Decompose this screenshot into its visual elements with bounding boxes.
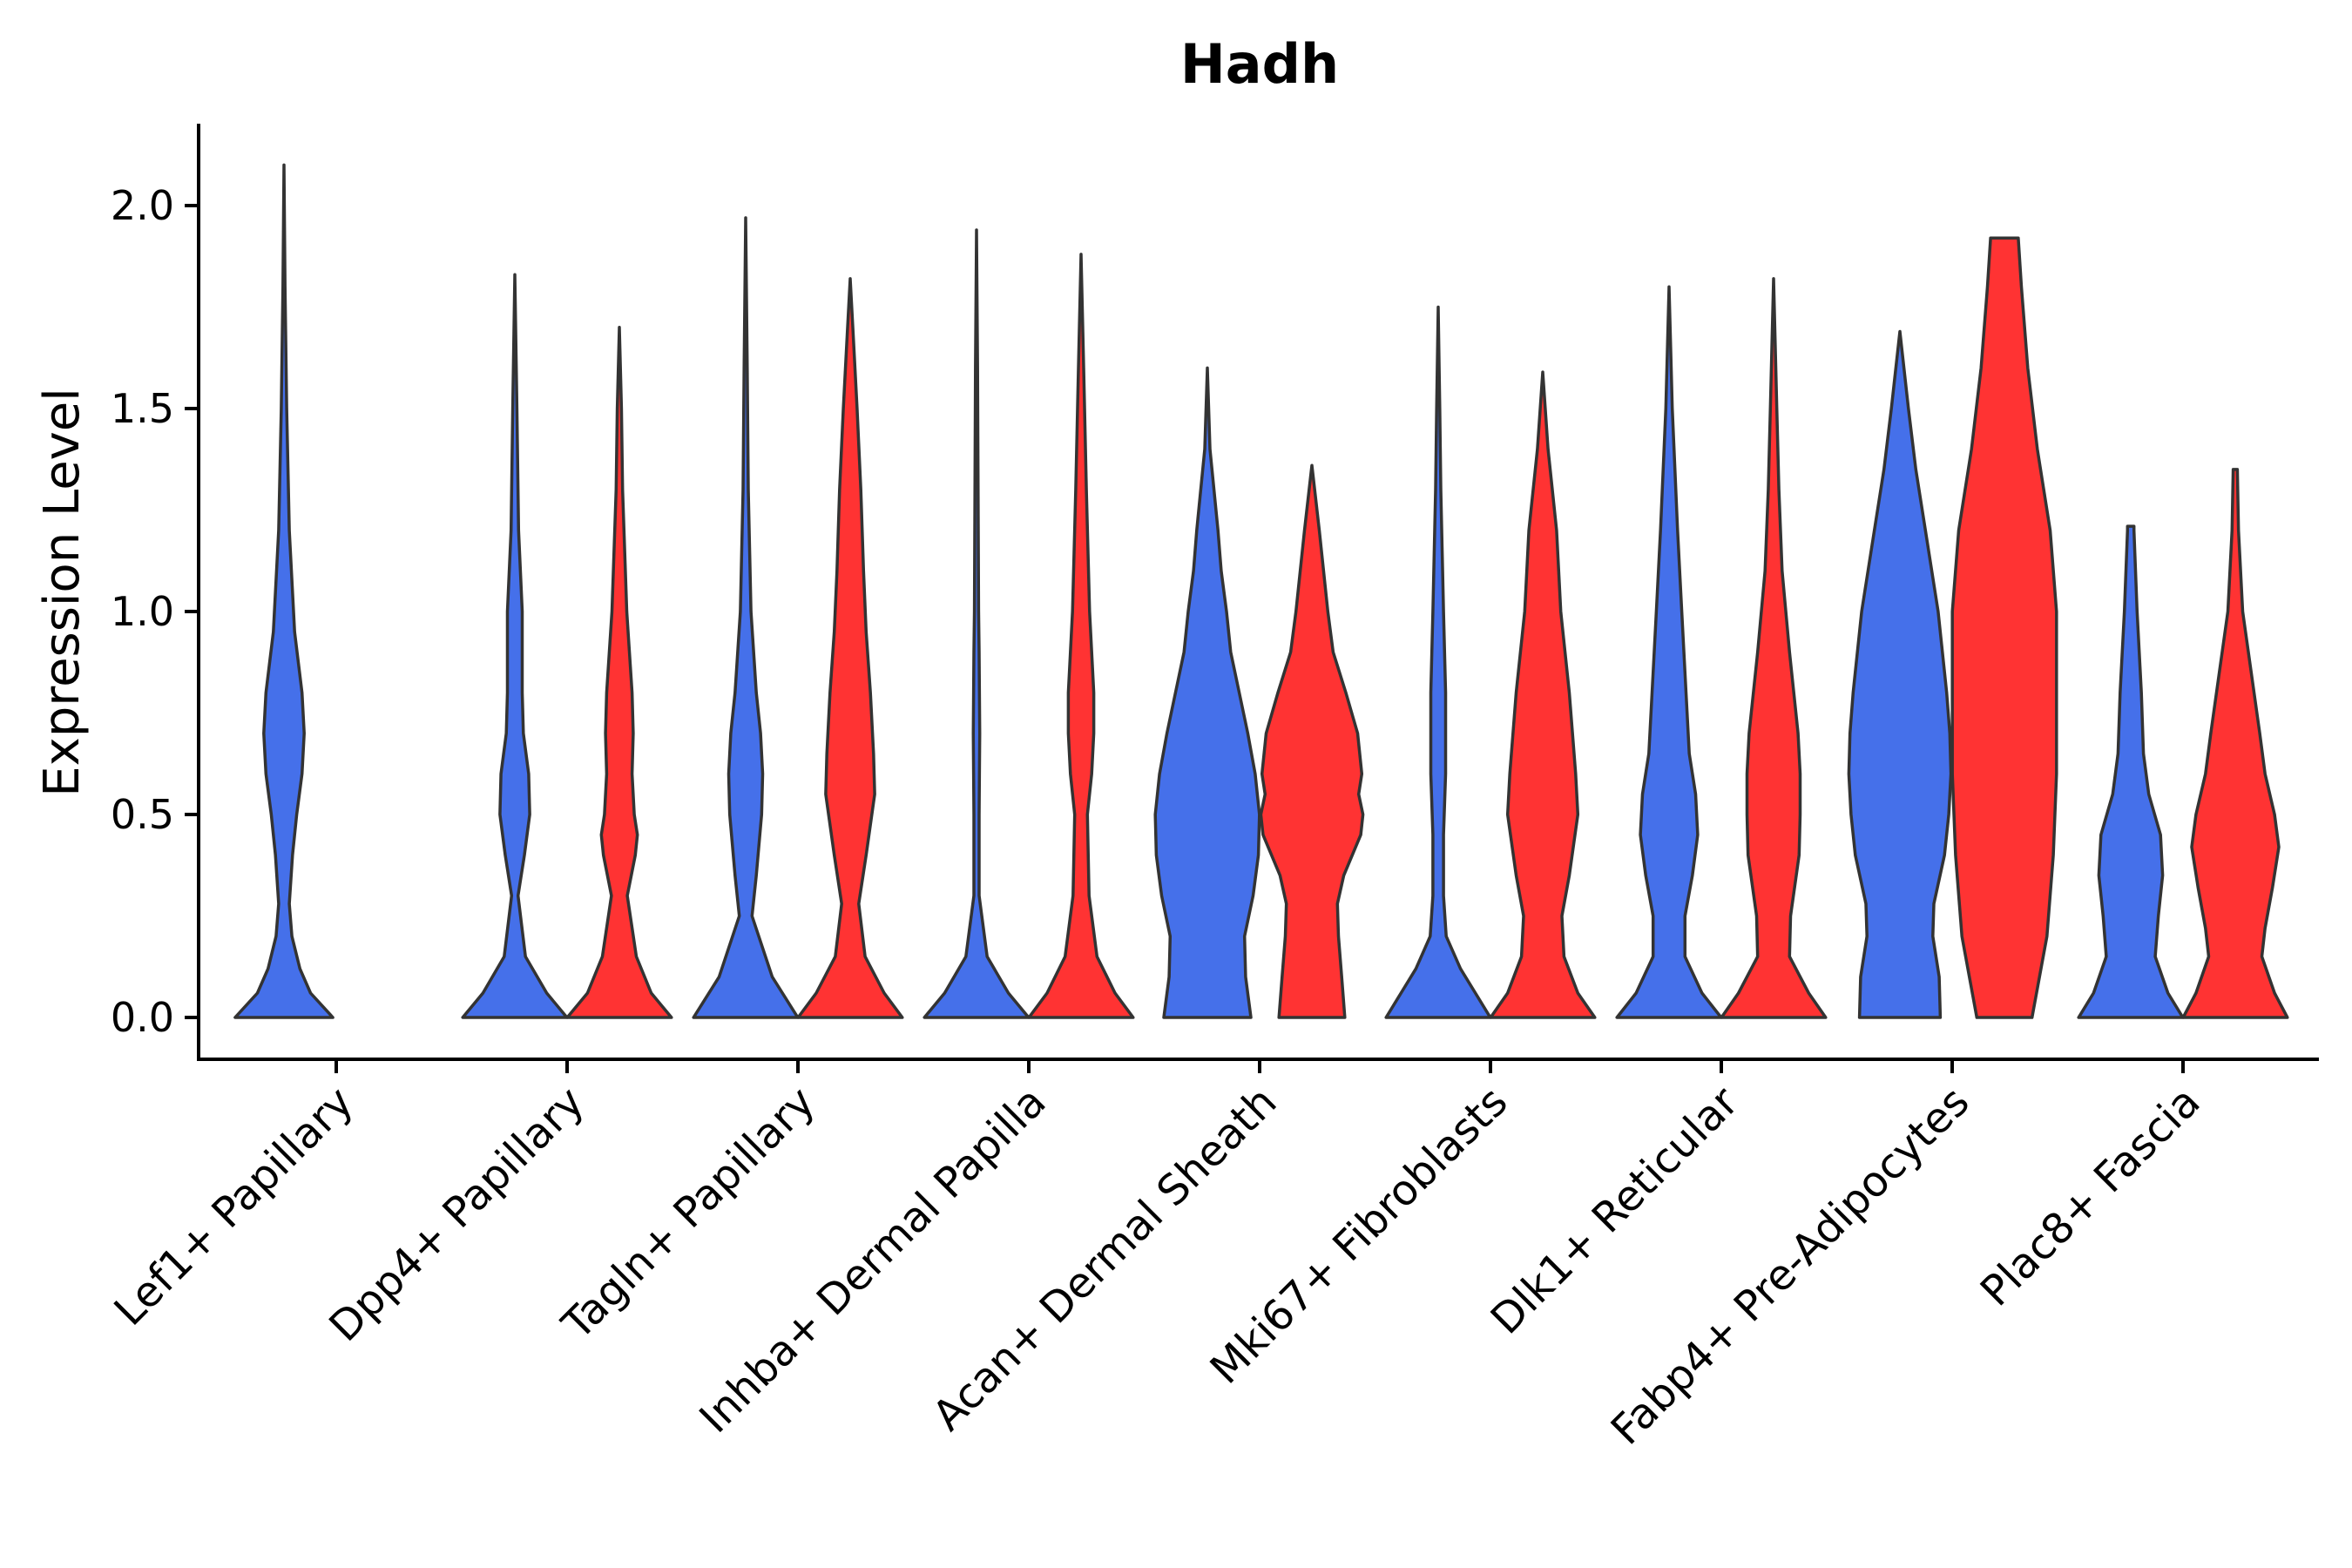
x-tick-label: Lef1+ Papillary	[105, 1078, 363, 1335]
y-tick-label: 1.0	[111, 588, 174, 635]
violin-red-1	[565, 326, 673, 1019]
violin-blue-6	[1615, 285, 1723, 1019]
y-tick-label: 0.5	[111, 791, 174, 838]
y-axis-ticks: 0.0 0.5 1.0 1.5 2.0	[111, 182, 199, 1041]
violin-red-6	[1720, 277, 1828, 1019]
x-tick-label: Tagln+ Papillary	[552, 1078, 824, 1349]
y-axis-label: Expression Level	[34, 388, 91, 797]
y-tick-label: 0.0	[111, 994, 174, 1041]
y-tick-label: 1.5	[111, 385, 174, 432]
violins-layer	[233, 163, 2289, 1019]
violin-blue-1	[461, 273, 569, 1019]
violin-blue-3	[923, 228, 1031, 1019]
violin-red-8	[2181, 468, 2289, 1019]
violin-blue-8	[2077, 524, 2185, 1019]
violin-red-5	[1489, 370, 1597, 1019]
x-tick-label: Dlk1+ Reticular	[1482, 1078, 1748, 1344]
y-tick-label: 2.0	[111, 182, 174, 229]
violin-blue-5	[1384, 305, 1492, 1019]
violin-blue-4	[1153, 366, 1261, 1019]
chart-title: Hadh	[1180, 32, 1339, 96]
violin-red-4	[1259, 463, 1365, 1019]
violin-blue-2	[692, 216, 800, 1019]
violin-blue-7	[1847, 329, 1953, 1019]
violin-red-7	[1950, 236, 2058, 1019]
x-tick-label: Plac8+ Fascia	[1971, 1078, 2210, 1316]
violin-blue-0	[233, 163, 335, 1019]
x-tick-label: Dpp4+ Papillary	[320, 1078, 593, 1351]
violin-red-2	[796, 277, 904, 1019]
violin-red-3	[1027, 253, 1135, 1019]
